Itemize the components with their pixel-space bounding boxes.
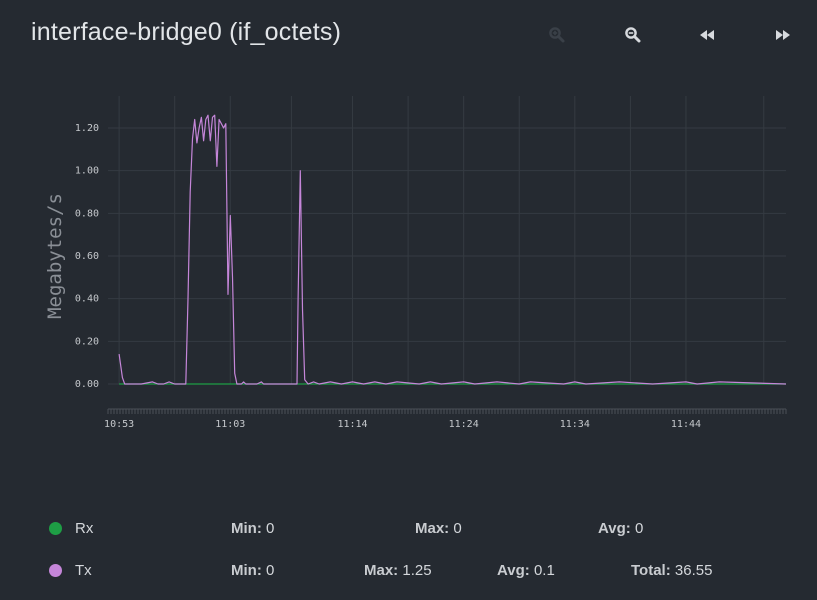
rx-max-stat: Max: 0 xyxy=(415,520,462,537)
x-axis-tick-strip xyxy=(107,408,787,414)
y-tick-label: 1.00 xyxy=(75,166,99,177)
rx-avg-stat: Avg: 0 xyxy=(598,520,644,537)
chart-toolbar xyxy=(540,22,800,48)
tx-color-dot xyxy=(49,564,62,577)
tx-total-stat: Total: 36.55 xyxy=(631,562,713,579)
series-line-tx[interactable] xyxy=(118,114,787,385)
legend-row-rx[interactable]: Rx Min: 0 Max: 0 Avg: 0 xyxy=(0,517,817,541)
x-tick-label: 11:24 xyxy=(449,419,479,430)
tx-avg-stat: Avg: 0.1 xyxy=(497,562,555,579)
chart-title: interface-bridge0 (if_octets) xyxy=(31,18,342,46)
rx-color-dot xyxy=(49,522,62,535)
tx-min-stat: Min: 0 xyxy=(231,562,275,579)
x-tick-label: 11:14 xyxy=(337,419,367,430)
y-tick-label: 0.80 xyxy=(75,208,99,219)
scroll-back-button[interactable] xyxy=(690,22,724,48)
zoom-in-icon xyxy=(549,27,565,43)
y-tick-label: 1.20 xyxy=(75,123,99,134)
x-tick-label: 10:53 xyxy=(104,419,134,430)
line-chart[interactable]: 0.00 0.20 0.40 0.60 0.80 1.00 1.20 10:53 11:03 11… xyxy=(0,0,817,470)
zoom-out-icon xyxy=(625,27,641,43)
y-tick-label: 0.20 xyxy=(75,336,99,347)
zoom-in-button[interactable] xyxy=(540,22,574,48)
x-tick-label: 11:34 xyxy=(560,419,590,430)
rx-min-stat: Min: 0 xyxy=(231,520,275,537)
x-tick-label: 11:03 xyxy=(215,419,245,430)
y-axis-label: Megabytes/s xyxy=(44,193,66,319)
legend-row-tx[interactable]: Tx Min: 0 Max: 1.25 Avg: 0.1 Total: 36.5… xyxy=(0,559,817,583)
zoom-out-button[interactable] xyxy=(616,22,650,48)
series-name: Tx xyxy=(75,562,92,579)
rewind-icon xyxy=(700,30,714,40)
scroll-forward-button[interactable] xyxy=(766,22,800,48)
series-name: Rx xyxy=(75,520,94,537)
y-tick-label: 0.60 xyxy=(75,251,99,262)
tx-max-stat: Max: 1.25 xyxy=(364,562,432,579)
fast-forward-icon xyxy=(776,30,790,40)
y-tick-label: 0.40 xyxy=(75,294,99,305)
x-tick-label: 11:44 xyxy=(671,419,701,430)
y-tick-label: 0.00 xyxy=(75,379,99,390)
